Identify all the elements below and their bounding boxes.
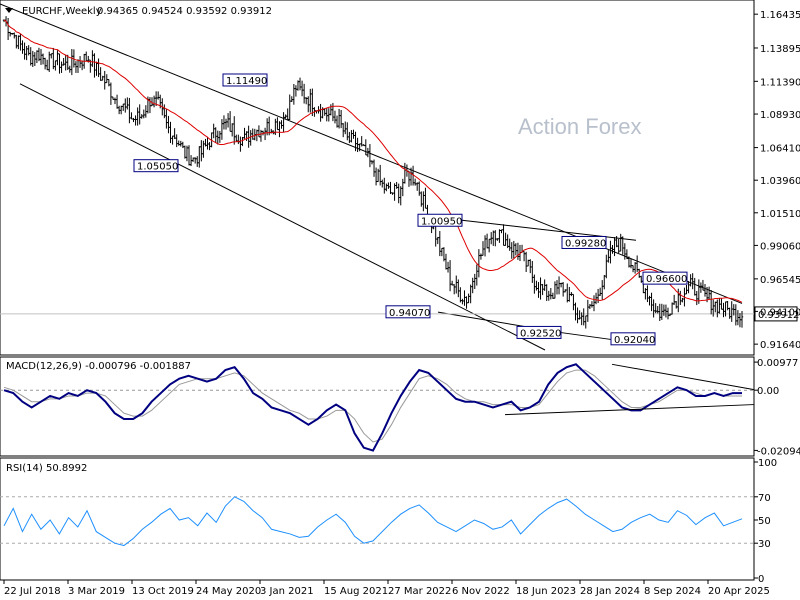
time-tick-label: 3 Jan 2021 bbox=[260, 586, 314, 597]
rsi-title: RSI(14) 50.8992 bbox=[6, 463, 87, 474]
level-label-box bbox=[222, 73, 268, 87]
price-tick-label: 1.08930 bbox=[760, 110, 800, 121]
last-price-tag: 0.93912 bbox=[758, 310, 799, 321]
time-tick-label: 18 Jun 2023 bbox=[516, 586, 576, 597]
moving-average-line bbox=[3, 19, 743, 303]
level-label-box bbox=[417, 213, 463, 227]
level-label-box bbox=[561, 235, 607, 249]
axes-layer: 0.93912 1.16435 1.13895 1.11390 1.08930 1.064… bbox=[3, 10, 800, 597]
macd-tick-label: 0.00977 bbox=[757, 358, 798, 369]
resistance-trendline bbox=[461, 219, 637, 241]
level-label-box bbox=[516, 325, 562, 339]
price-tick-label: 1.16435 bbox=[760, 10, 800, 21]
level-label-0.99280: 0.99280 bbox=[565, 238, 606, 249]
macd-upper-trendline bbox=[611, 363, 755, 391]
time-tick-label: 6 Nov 2022 bbox=[452, 586, 510, 597]
macd-tick-label: 0.00 bbox=[757, 386, 779, 397]
macd-signal-line bbox=[3, 369, 742, 443]
level-labels-layer: 1.05050 1.11490 0.94070 1.00950 0.92520 0.992… bbox=[133, 73, 688, 346]
rsi-line bbox=[3, 496, 743, 547]
level-label-1.05050: 1.05050 bbox=[137, 162, 178, 173]
macd-pane bbox=[0, 356, 755, 457]
main-pane bbox=[0, 0, 755, 356]
collapse-triangle-icon[interactable] bbox=[5, 8, 13, 13]
ohlc-readout: 0.94365 0.94524 0.93592 0.93912 bbox=[97, 6, 272, 17]
price-tick-label: 0.94100 bbox=[760, 307, 800, 318]
price-tick-label: 1.01510 bbox=[760, 209, 800, 220]
price-tick-label: 1.03960 bbox=[760, 176, 800, 187]
price-layer bbox=[0, 3, 754, 351]
level-label-box bbox=[642, 271, 688, 285]
rsi-layer bbox=[0, 496, 754, 547]
macd-tick-label: -0.020949 bbox=[757, 446, 800, 457]
level-label-1.11490: 1.11490 bbox=[226, 76, 267, 87]
last-price-tag-box bbox=[754, 306, 798, 322]
time-tick-label: 22 Jul 2018 bbox=[4, 586, 61, 597]
level-label-0.92520: 0.92520 bbox=[520, 328, 561, 339]
macd-lower-trendline bbox=[504, 404, 755, 416]
time-tick-label: 13 Oct 2019 bbox=[132, 586, 194, 597]
time-tick-label: 3 Mar 2019 bbox=[68, 586, 125, 597]
support-trendline-2 bbox=[559, 331, 621, 342]
macd-layer bbox=[0, 363, 755, 452]
upper-channel-line bbox=[0, 3, 743, 304]
time-tick-label: 8 Sep 2024 bbox=[644, 586, 701, 597]
rsi-tick-label: 0 bbox=[758, 574, 764, 585]
lower-channel-line bbox=[19, 83, 546, 351]
rsi-tick-label: 70 bbox=[758, 493, 771, 504]
macd-line bbox=[3, 363, 742, 452]
time-tick-label: 20 Apr 2025 bbox=[708, 586, 770, 597]
rsi-tick-label: 30 bbox=[758, 539, 771, 550]
level-label-0.92040: 0.92040 bbox=[614, 335, 655, 346]
level-label-box bbox=[385, 305, 431, 319]
price-tick-label: 1.13895 bbox=[760, 44, 800, 55]
price-tick-label: 1.11390 bbox=[760, 77, 800, 88]
time-tick-label: 27 Mar 2022 bbox=[388, 586, 451, 597]
level-label-box bbox=[133, 159, 179, 173]
level-label-1.00950: 1.00950 bbox=[421, 216, 462, 227]
time-tick-label: 15 Aug 2021 bbox=[324, 586, 388, 597]
level-label-0.94070: 0.94070 bbox=[389, 308, 430, 319]
time-tick-label: 28 Jan 2024 bbox=[580, 586, 640, 597]
level-label-0.96600: 0.96600 bbox=[646, 274, 687, 285]
macd-title: MACD(12,26,9) -0.000796 -0.001887 bbox=[6, 361, 191, 372]
symbol-title: EURCHF,Weekly bbox=[22, 6, 102, 17]
time-tick-label: 24 May 2020 bbox=[196, 586, 261, 597]
rsi-pane bbox=[0, 457, 755, 581]
price-tick-label: 0.99060 bbox=[760, 241, 800, 252]
level-label-box bbox=[610, 332, 656, 346]
price-tick-label: 1.06410 bbox=[760, 144, 800, 155]
rsi-tick-label: 50 bbox=[758, 516, 771, 527]
rsi-tick-label: 100 bbox=[758, 458, 777, 469]
price-tick-label: 0.96545 bbox=[760, 275, 800, 286]
price-tick-label: 0.91640 bbox=[760, 340, 800, 351]
watermark-text: Action Forex bbox=[518, 114, 642, 139]
